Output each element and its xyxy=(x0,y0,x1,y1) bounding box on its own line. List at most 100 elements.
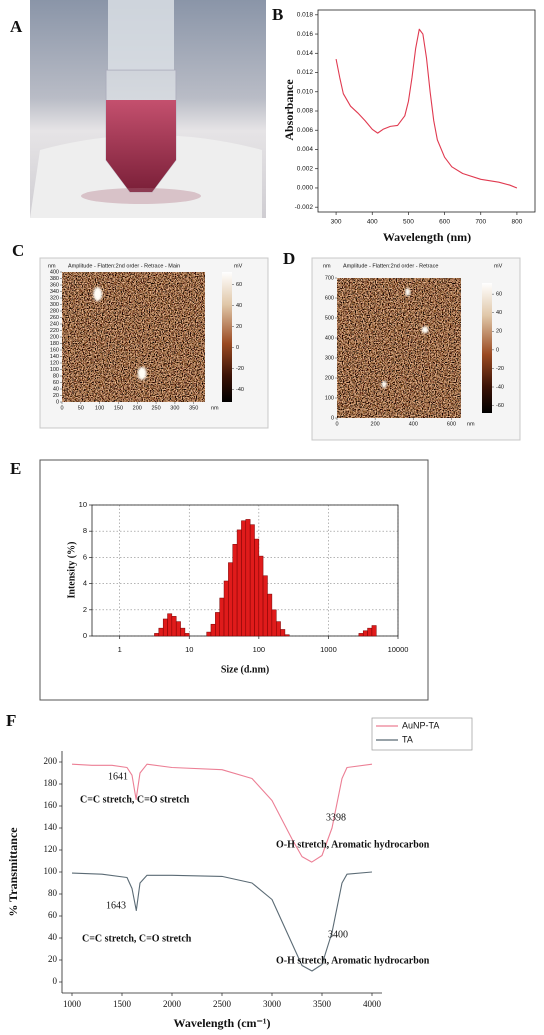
x-tick-label: 10000 xyxy=(388,645,409,654)
x-tick-label: 1000 xyxy=(320,645,337,654)
histogram-bar xyxy=(371,625,377,637)
x-tick-label: 1500 xyxy=(113,999,132,1009)
photo xyxy=(30,0,266,218)
x-tick-label: 200 xyxy=(133,405,142,411)
x-tick-label: 10 xyxy=(185,645,193,654)
y-tick-label: 8 xyxy=(83,526,87,535)
y-tick-label: 0 xyxy=(56,399,59,405)
x-tick-label: 150 xyxy=(114,405,123,411)
y-tick-label: 0 xyxy=(53,976,58,986)
data-line xyxy=(71,871,373,972)
y-tick-label: 220 xyxy=(50,328,59,334)
colorbar xyxy=(222,272,232,402)
annotation: C=C stretch, C=O stretch xyxy=(80,794,190,805)
histogram-bar xyxy=(171,616,177,637)
y-tick-label: 0.010 xyxy=(297,88,314,95)
y-tick-label: 0 xyxy=(83,631,87,640)
x-tick-label: 100 xyxy=(95,405,104,411)
y-tick-label: 120 xyxy=(50,360,59,366)
afm-particle xyxy=(421,326,429,334)
afm-particle xyxy=(137,366,147,380)
histogram-bar xyxy=(184,633,190,637)
x-axis-label: Wavelength (nm) xyxy=(383,230,471,244)
y-tick-label: 280 xyxy=(50,308,59,314)
y-tick-label: 140 xyxy=(50,354,59,360)
afm-image xyxy=(62,272,205,402)
y-tick-label: 600 xyxy=(325,295,334,301)
y-tick-label: 0.006 xyxy=(297,127,314,134)
y-tick-label: 0.004 xyxy=(297,146,314,153)
x-tick-label: 200 xyxy=(371,421,380,427)
panel-frame xyxy=(39,459,429,701)
histogram-bar xyxy=(154,633,160,637)
colorbar-tick-label: 60 xyxy=(496,292,502,298)
x-tick-label: 400 xyxy=(409,421,418,427)
panel-label: E xyxy=(10,459,21,478)
x-tick-label: 500 xyxy=(403,219,414,226)
afm-particle xyxy=(381,380,387,388)
colorbar-tick-label: 0 xyxy=(236,345,239,351)
afm-unit: nm xyxy=(48,263,56,269)
y-tick-label: 400 xyxy=(325,335,334,341)
x-tick-label: 350 xyxy=(189,405,198,411)
y-tick-label: 60 xyxy=(48,910,58,920)
x-tick-label: 2000 xyxy=(163,999,182,1009)
tube-cap xyxy=(108,0,174,70)
y-tick-label: 6 xyxy=(83,552,87,561)
y-tick-label: 200 xyxy=(325,375,334,381)
legend-box xyxy=(371,717,473,751)
colorbar-tick-label: -60 xyxy=(496,403,504,409)
x-tick-label: 4000 xyxy=(363,999,382,1009)
y-tick-label: 500 xyxy=(325,315,334,321)
colorbar-tick-label: -20 xyxy=(236,366,244,372)
annotation: 1643 xyxy=(106,900,126,911)
x-tick-label: 3500 xyxy=(313,999,332,1009)
y-tick-label: 300 xyxy=(325,355,334,361)
colorbar xyxy=(482,283,492,413)
histogram-bar xyxy=(215,612,220,637)
colorbar-tick-label: 40 xyxy=(236,303,242,309)
panel-label: D xyxy=(283,249,295,268)
histogram-bar xyxy=(262,575,268,637)
x-tick-label: 800 xyxy=(511,219,522,226)
y-tick-label: 380 xyxy=(50,276,59,282)
y-tick-label: 700 xyxy=(325,275,334,281)
histogram-bar xyxy=(267,593,273,637)
histogram-bar xyxy=(219,597,225,637)
histogram-bar xyxy=(254,538,260,637)
y-tick-label: 20 xyxy=(53,393,59,399)
y-tick-label: 100 xyxy=(44,866,58,876)
x-tick-label: 300 xyxy=(331,219,342,226)
legend-label: AuNP-TA xyxy=(402,720,439,730)
y-tick-label: 20 xyxy=(48,954,58,964)
y-tick-label: 140 xyxy=(44,822,58,832)
x-tick-label: 0 xyxy=(60,405,63,411)
histogram-bar xyxy=(241,520,247,637)
y-tick-label: 100 xyxy=(325,395,334,401)
histogram-bar xyxy=(280,629,286,637)
histogram-bar xyxy=(180,627,186,637)
annotation: 3398 xyxy=(326,812,346,823)
y-tick-label: 240 xyxy=(50,321,59,327)
y-tick-label: 160 xyxy=(50,347,59,353)
histogram-bar xyxy=(210,623,216,637)
histogram-bar xyxy=(175,621,181,637)
y-tick-label: 80 xyxy=(53,373,59,379)
legend-label: TA xyxy=(402,734,413,744)
afm-particle xyxy=(405,288,411,296)
annotation: C=C stretch, C=O stretch xyxy=(82,933,192,944)
y-tick-label: 360 xyxy=(50,282,59,288)
annotation: 3400 xyxy=(328,929,348,940)
y-tick-label: 180 xyxy=(44,778,58,788)
afm-header: Amplitude - Flatten:2nd order - Retrace xyxy=(343,263,438,269)
y-axis-label: Intensity (%) xyxy=(66,542,77,599)
colorbar-tick-label: -40 xyxy=(496,384,504,390)
data-line xyxy=(71,763,373,863)
y-tick-label: 0 xyxy=(331,415,334,421)
annotation: O-H stretch, Aromatic hydrocarbon xyxy=(276,955,430,966)
y-tick-label: 80 xyxy=(48,888,58,898)
y-tick-label: 200 xyxy=(44,756,58,766)
y-tick-label: 160 xyxy=(44,800,58,810)
